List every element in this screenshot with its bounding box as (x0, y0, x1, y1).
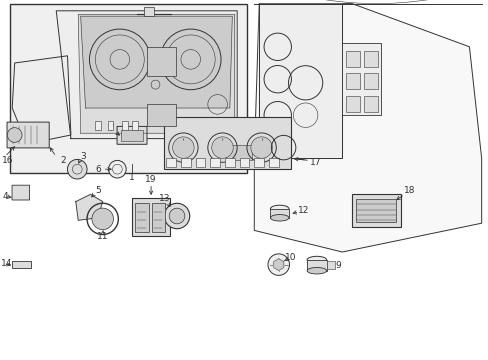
Text: 5: 5 (95, 186, 101, 194)
Bar (346, 73, 359, 89)
Text: 6: 6 (95, 165, 101, 174)
Bar (268, 158, 278, 167)
FancyBboxPatch shape (222, 141, 256, 163)
Polygon shape (78, 14, 234, 133)
Bar (146, 104, 176, 126)
Bar (346, 51, 359, 67)
Bar (326, 261, 335, 269)
Circle shape (250, 137, 272, 158)
Bar (151, 203, 165, 232)
Polygon shape (254, 4, 481, 252)
Text: 1: 1 (129, 173, 135, 181)
Circle shape (211, 137, 233, 158)
Bar (122, 121, 128, 130)
Polygon shape (81, 16, 232, 108)
Text: 4: 4 (2, 192, 8, 201)
Circle shape (267, 254, 289, 275)
Bar (107, 121, 113, 130)
Bar (254, 158, 264, 167)
Bar (363, 51, 377, 67)
Text: 16: 16 (2, 156, 14, 165)
Bar (224, 158, 234, 167)
Text: 12: 12 (297, 206, 308, 215)
Bar (306, 260, 326, 271)
Bar (95, 121, 101, 130)
Bar (121, 130, 142, 141)
FancyBboxPatch shape (117, 126, 147, 144)
Polygon shape (56, 11, 237, 139)
Ellipse shape (306, 256, 326, 264)
Bar (135, 203, 148, 232)
Circle shape (169, 208, 184, 224)
Bar (239, 158, 249, 167)
Bar (146, 47, 176, 76)
Text: 14: 14 (1, 259, 12, 268)
Bar (166, 158, 176, 167)
Text: 8: 8 (264, 150, 270, 159)
Bar (12, 261, 31, 268)
Text: 9: 9 (335, 261, 341, 270)
Ellipse shape (149, 77, 161, 90)
Bar (132, 198, 170, 236)
Bar (10, 4, 246, 173)
Bar (144, 7, 154, 16)
Text: 18: 18 (403, 186, 415, 195)
Ellipse shape (270, 205, 288, 212)
Bar (181, 158, 190, 167)
Text: 17: 17 (309, 158, 321, 167)
FancyBboxPatch shape (7, 122, 49, 148)
Text: 10: 10 (285, 253, 296, 262)
Circle shape (67, 159, 87, 179)
Polygon shape (259, 4, 342, 158)
Bar (355, 199, 395, 222)
Bar (270, 209, 288, 218)
Text: 2: 2 (61, 156, 66, 165)
Bar (351, 194, 400, 227)
Text: 3: 3 (80, 152, 86, 161)
FancyBboxPatch shape (12, 185, 29, 200)
Circle shape (164, 203, 189, 229)
Bar (195, 158, 205, 167)
Bar (163, 117, 290, 169)
Bar (225, 145, 252, 160)
Text: 13: 13 (159, 194, 170, 203)
Circle shape (108, 161, 126, 178)
Bar (210, 158, 220, 167)
Bar (342, 43, 381, 115)
Text: 7: 7 (108, 124, 114, 133)
Circle shape (7, 128, 22, 142)
Polygon shape (273, 259, 283, 270)
Bar (363, 96, 377, 112)
Bar (363, 73, 377, 89)
Text: 11: 11 (97, 233, 108, 241)
Text: 15: 15 (144, 94, 156, 104)
Circle shape (172, 137, 194, 158)
Polygon shape (12, 56, 71, 144)
Text: 19: 19 (145, 175, 157, 184)
Ellipse shape (306, 267, 326, 274)
Bar (132, 121, 138, 130)
Bar (346, 96, 359, 112)
Ellipse shape (270, 215, 288, 221)
Polygon shape (76, 194, 102, 220)
Ellipse shape (151, 80, 160, 89)
Circle shape (92, 208, 113, 230)
